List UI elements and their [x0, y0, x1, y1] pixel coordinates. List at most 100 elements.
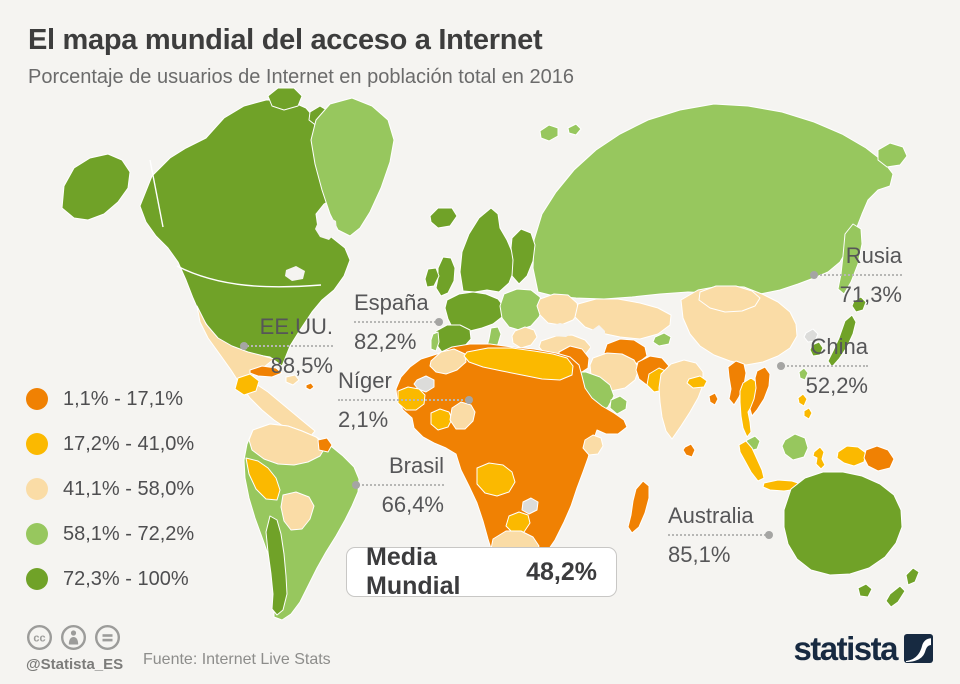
region-alaska — [61, 153, 131, 221]
callout-china: China 52,2% — [777, 334, 868, 397]
region-cuba — [249, 365, 283, 378]
country-name: Níger — [338, 368, 392, 393]
country-name: Australia — [668, 503, 754, 528]
country-value: 88,5% — [270, 353, 333, 378]
region-kazakhstan — [574, 298, 672, 340]
region-japan-hokkaido — [851, 296, 867, 313]
country-value: 2,1% — [338, 407, 389, 432]
region-greenland — [310, 97, 395, 237]
region-tasmania — [857, 583, 873, 598]
region-hispaniola — [285, 374, 300, 386]
region-oman — [609, 395, 628, 415]
region-chile — [265, 515, 288, 616]
source-text: Fuente: Internet Live Stats — [143, 651, 331, 668]
region-taiwan — [798, 367, 809, 381]
region-caribbean-islands — [305, 382, 315, 391]
by-icon — [60, 624, 87, 651]
leader-line — [240, 342, 333, 350]
region-sulawesi — [812, 446, 826, 470]
region-bolivia-paraguay — [280, 491, 315, 531]
region-colombia-venezuela — [248, 423, 327, 466]
callout-espana: España 82,2% — [354, 290, 443, 353]
leader-line — [354, 318, 443, 326]
leader-line — [352, 481, 444, 489]
country-name: España — [354, 290, 429, 315]
region-vietnam-laos — [749, 366, 771, 417]
world-average-label: Media Mundial — [366, 543, 461, 600]
legend-row: 41,1% - 58,0% — [26, 477, 194, 501]
country-name: Rusia — [845, 243, 902, 268]
region-central-america — [234, 373, 260, 396]
great-lakes — [285, 266, 305, 281]
region-ghana-ivory-coast — [430, 408, 453, 431]
region-guyana — [317, 437, 333, 453]
region-new-zealand-north — [905, 567, 920, 586]
region-bangladesh — [708, 392, 719, 406]
region-borneo — [781, 433, 809, 461]
legend-label: 58,1% - 72,2% — [63, 522, 195, 545]
legend-row: 72,3% - 100% — [26, 567, 194, 591]
region-papua-new-guinea — [863, 445, 895, 472]
region-angola-zambia — [476, 462, 516, 497]
map-legend: 1,1% - 17,1% 17,2% - 41,0% 41,1% - 58,0%… — [26, 387, 194, 591]
region-nepal — [686, 375, 708, 389]
leader-line — [810, 271, 902, 279]
region-australia — [783, 471, 903, 576]
region-south-korea — [809, 341, 824, 357]
hudson-bay — [315, 216, 337, 240]
legend-label: 41,1% - 58,0% — [63, 477, 195, 500]
legend-label: 17,2% - 41,0% — [63, 432, 195, 455]
callout-niger: Níger 2,1% — [338, 368, 473, 432]
black-sea — [547, 323, 574, 337]
page-subtitle: Porcentaje de usuarios de Internet en po… — [28, 66, 574, 88]
region-botswana — [505, 511, 531, 534]
callout-brasil: Brasil 66,4% — [352, 455, 444, 517]
region-papua-west — [836, 445, 867, 467]
region-western-europe — [444, 291, 505, 336]
region-portugal — [430, 331, 440, 352]
caspian-sea — [590, 325, 605, 355]
region-scandinavia — [459, 207, 515, 293]
region-north-korea — [803, 328, 819, 343]
world-average-box: Media Mundial 48,2% — [346, 543, 617, 600]
footer: cc @Statista_ES Fuente: Internet Live St… — [0, 618, 960, 684]
region-ireland — [424, 267, 440, 288]
country-value: 66,4% — [381, 492, 444, 517]
usa-canada-border — [176, 265, 322, 288]
region-mongolia — [698, 285, 761, 313]
legend-row: 58,1% - 72,2% — [26, 522, 194, 546]
region-new-zealand-south — [885, 585, 906, 608]
region-chukotka — [877, 142, 908, 168]
legend-swatch-c2 — [26, 433, 48, 455]
svg-text:cc: cc — [33, 633, 45, 645]
leader-line — [668, 531, 773, 539]
country-name: China — [810, 334, 868, 359]
cc-icon: cc — [26, 624, 53, 651]
statista-wordmark: statista — [793, 630, 898, 667]
callout-rusia: Rusia 71,3% — [810, 243, 902, 306]
legend-label: 72,3% - 100% — [63, 567, 189, 590]
legend-row: 1,1% - 17,1% — [26, 387, 194, 411]
legend-row: 17,2% - 41,0% — [26, 432, 194, 456]
region-balkans — [511, 326, 538, 349]
region-arctic-islands — [267, 87, 303, 111]
region-sri-lanka — [682, 443, 696, 458]
country-value: 85,1% — [668, 542, 731, 567]
callout-australia: Australia 85,1% — [668, 503, 773, 567]
region-india — [658, 359, 704, 440]
region-iceland — [429, 207, 458, 229]
region-sumatra — [738, 440, 765, 482]
region-japan — [827, 314, 857, 368]
alaska-canada-border — [149, 159, 164, 228]
region-kenya — [582, 434, 604, 456]
legend-swatch-c3 — [26, 478, 48, 500]
country-name: EE.UU. — [259, 314, 333, 339]
region-ukraine — [536, 293, 580, 326]
region-united-kingdom — [435, 256, 456, 297]
page-title: El mapa mundial del acceso a Internet — [28, 24, 543, 56]
region-morocco — [429, 348, 467, 375]
region-madagascar — [627, 480, 650, 534]
region-svalbard — [539, 124, 559, 142]
